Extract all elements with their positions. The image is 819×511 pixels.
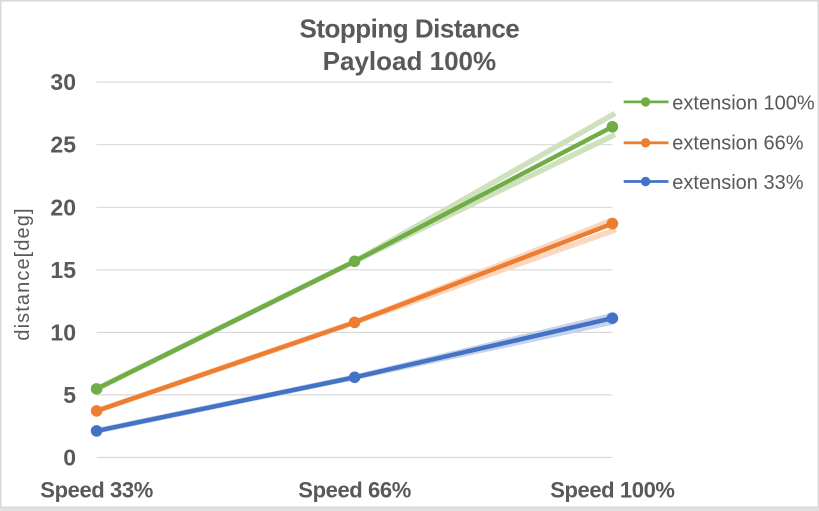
svg-text:Speed 33%: Speed 33% — [40, 478, 153, 503]
svg-text:extension 66%: extension 66% — [672, 132, 803, 154]
svg-text:Speed 66%: Speed 66% — [298, 478, 411, 503]
svg-text:30: 30 — [50, 69, 76, 95]
svg-text:0: 0 — [63, 445, 76, 471]
svg-text:Payload 100%: Payload 100% — [323, 46, 496, 76]
svg-text:Stopping Distance: Stopping Distance — [300, 13, 520, 43]
svg-text:20: 20 — [50, 194, 76, 220]
svg-text:extension 100%: extension 100% — [672, 92, 815, 114]
svg-text:extension 33%: extension 33% — [672, 172, 803, 194]
svg-text:Speed 100%: Speed 100% — [550, 478, 674, 503]
svg-text:distance[deg]: distance[deg] — [12, 207, 34, 340]
svg-text:25: 25 — [50, 132, 76, 158]
svg-text:5: 5 — [63, 382, 76, 408]
svg-text:10: 10 — [50, 319, 76, 345]
svg-text:15: 15 — [50, 257, 76, 283]
